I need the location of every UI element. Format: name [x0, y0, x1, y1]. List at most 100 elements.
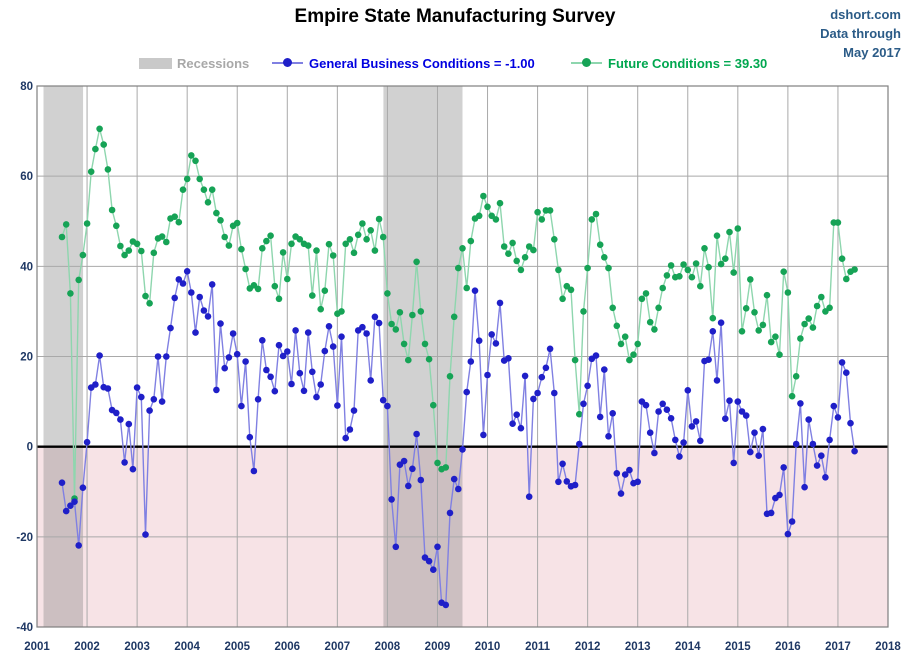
gbc-point: [242, 358, 249, 365]
gbc-point: [309, 368, 316, 376]
future-point: [321, 287, 329, 295]
gbc-point: [288, 380, 295, 388]
future-point: [192, 157, 199, 165]
gbc-point: [163, 353, 170, 360]
future-point: [409, 311, 416, 319]
gbc-point: [259, 337, 266, 344]
gbc-point: [755, 452, 762, 460]
future-point: [405, 356, 412, 364]
future-point: [375, 215, 383, 223]
gbc-point: [697, 437, 704, 445]
gbc-point: [254, 396, 262, 403]
gbc-point: [488, 331, 496, 338]
future-point: [354, 231, 362, 239]
gbc-point: [430, 566, 437, 573]
future-point: [271, 282, 279, 290]
gbc-point: [717, 319, 725, 327]
future-point: [92, 145, 99, 153]
future-point: [613, 322, 621, 330]
gbc-point: [183, 268, 191, 275]
future-point: [609, 304, 616, 312]
future-point: [517, 266, 525, 274]
gbc-point: [292, 327, 299, 334]
gbc-point: [576, 440, 583, 448]
future-point: [818, 293, 825, 301]
gbc-point: [747, 448, 754, 456]
gbc-point: [530, 395, 537, 403]
y-axis-label: 0: [27, 442, 33, 454]
gbc-point: [158, 398, 166, 405]
gbc-point: [496, 299, 504, 307]
future-point: [571, 356, 579, 364]
x-axis-label: 2013: [625, 641, 651, 653]
watermark-data-through: Data through: [820, 26, 901, 41]
future-point: [759, 321, 767, 329]
gbc-point: [646, 429, 654, 437]
future-point: [146, 300, 153, 307]
future-point: [317, 305, 325, 313]
future-point: [163, 238, 170, 246]
future-point: [559, 295, 566, 303]
gbc-point: [338, 333, 345, 341]
gbc-point: [442, 601, 450, 609]
gbc-point: [513, 411, 520, 419]
gbc-point: [296, 369, 304, 377]
gbc-point: [263, 366, 270, 374]
gbc-point: [150, 396, 158, 403]
gbc-point: [596, 413, 604, 421]
future-point: [630, 351, 637, 359]
future-point: [150, 249, 158, 257]
y-axis-label: -40: [16, 622, 33, 634]
x-axis-label: 2015: [725, 641, 751, 653]
gbc-point: [617, 490, 625, 497]
gbc-point: [505, 355, 512, 362]
gbc-point: [325, 323, 333, 330]
gbc-point: [784, 530, 792, 538]
future-point: [221, 233, 228, 241]
gbc-point: [275, 341, 283, 349]
future-point: [580, 308, 587, 315]
future-point: [843, 275, 850, 283]
gbc-point: [67, 502, 74, 510]
future-point: [692, 260, 700, 267]
future-point: [442, 464, 450, 471]
future-point: [142, 292, 149, 300]
future-point: [651, 326, 658, 333]
future-point: [363, 236, 370, 243]
future-point: [350, 249, 358, 257]
gbc-point: [555, 478, 562, 486]
future-point: [601, 253, 608, 261]
gbc-point: [676, 453, 683, 460]
gbc-point: [142, 531, 149, 538]
gbc-point: [492, 340, 500, 347]
future-point: [684, 266, 692, 274]
future-point: [751, 309, 758, 316]
future-point: [430, 401, 437, 409]
gbc-point: [334, 402, 341, 409]
future-point: [233, 219, 241, 227]
future-point: [776, 351, 783, 359]
future-point: [809, 324, 817, 331]
future-point: [463, 284, 471, 292]
gbc-point: [346, 426, 354, 433]
future-point: [450, 313, 458, 321]
gbc-point: [751, 429, 758, 437]
future-point: [138, 247, 145, 255]
gbc-point: [434, 543, 441, 551]
watermark: dshort.com Data through May 2017: [820, 5, 901, 62]
gbc-point: [379, 396, 387, 404]
future-point: [417, 308, 425, 315]
future-point: [788, 392, 796, 400]
gbc-point: [805, 416, 812, 423]
gbc-point: [809, 440, 817, 448]
gbc-point: [571, 481, 579, 489]
gbc-point: [847, 419, 854, 427]
future-point: [83, 220, 91, 227]
future-point: [726, 228, 733, 236]
x-axis-label: 2007: [325, 641, 351, 653]
gbc-point: [367, 377, 375, 384]
gbc-point: [371, 313, 379, 321]
gbc-point: [613, 470, 621, 477]
gbc-point: [509, 420, 516, 428]
